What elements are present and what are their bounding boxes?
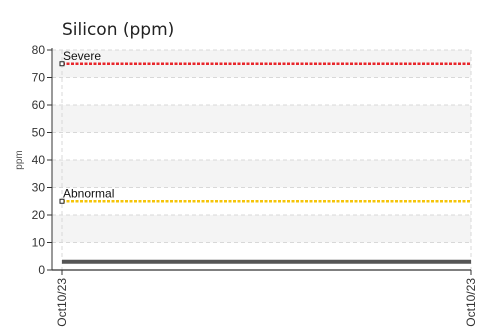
- grid-band: [52, 160, 471, 188]
- threshold-label-abnormal: Abnormal: [63, 186, 114, 200]
- y-tick-label: 50: [32, 126, 46, 140]
- grid-band: [52, 105, 471, 133]
- y-tick-label: 40: [32, 153, 46, 167]
- y-tick-label: 70: [32, 71, 46, 85]
- y-tick-label: 20: [32, 208, 46, 222]
- x-tick-label: Oct10/23: [55, 278, 69, 327]
- y-tick-label: 0: [38, 263, 45, 277]
- grid-band: [52, 215, 471, 243]
- threshold-marker: [59, 61, 65, 67]
- y-tick-label: 30: [32, 181, 46, 195]
- threshold-label-severe: Severe: [63, 49, 101, 63]
- y-tick-label: 10: [32, 236, 46, 250]
- y-axis-label: ppm: [14, 150, 25, 169]
- chart-title: Silicon (ppm): [62, 20, 175, 40]
- threshold-marker: [59, 198, 65, 204]
- y-tick-label: 60: [32, 98, 46, 112]
- y-tick-label: 80: [32, 43, 46, 57]
- x-tick-label: Oct10/23: [464, 278, 478, 327]
